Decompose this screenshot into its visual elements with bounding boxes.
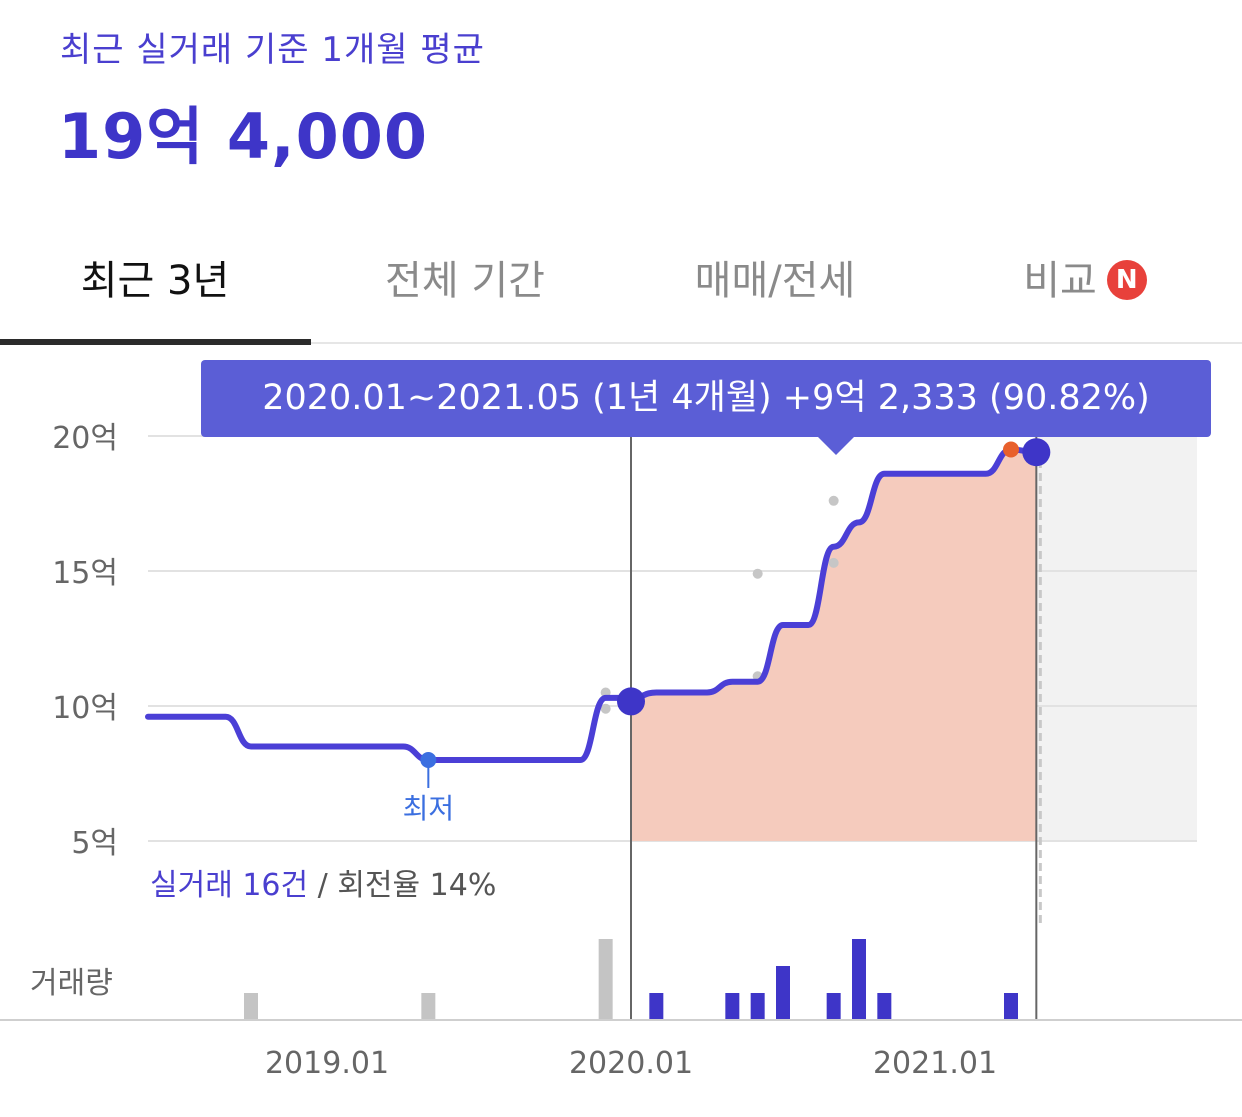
y-tick-label: 10억 bbox=[52, 691, 118, 726]
tab-recent-3-years[interactable]: 최근 3년 bbox=[0, 248, 310, 306]
volume-bar bbox=[598, 939, 613, 1020]
transaction-summary: 실거래 16건 / 회전율 14% bbox=[150, 860, 496, 904]
transaction-point bbox=[600, 703, 611, 714]
tab-label: 비교 bbox=[1023, 258, 1097, 304]
tab-all-period[interactable]: 전체 기간 bbox=[310, 248, 620, 306]
x-tick-label: 2021.01 bbox=[873, 1046, 997, 1081]
y-tick-label: 15억 bbox=[52, 556, 118, 591]
tooltip-pointer bbox=[818, 437, 854, 455]
tab-sale-lease[interactable]: 매매/전세 bbox=[620, 248, 930, 306]
volume-bar bbox=[877, 993, 892, 1020]
transaction-points bbox=[600, 495, 839, 714]
volume-bar bbox=[1004, 993, 1018, 1020]
period-tabs: 최근 3년 전체 기간 매매/전세 비교 N bbox=[0, 230, 1242, 345]
range-change-tooltip: 2020.01~2021.05 (1년 4개월) +9억 2,333 (90.8… bbox=[201, 360, 1211, 437]
selection-area bbox=[631, 449, 1037, 841]
average-price: 19억 4,000 bbox=[58, 100, 429, 173]
transaction-point bbox=[828, 557, 839, 568]
new-badge: N bbox=[1106, 260, 1147, 300]
summary-separator: / bbox=[308, 868, 338, 903]
volume-bar bbox=[421, 993, 436, 1020]
volume-bar bbox=[852, 939, 866, 1020]
volume-bar bbox=[776, 966, 790, 1020]
lowest-marker-dot bbox=[420, 752, 437, 768]
price-chart[interactable]: 20억 15억 10억 5억 최저 2019.01 2020.01 2021.01 bbox=[0, 340, 1242, 1117]
volume-bar bbox=[649, 993, 664, 1020]
volume-bar bbox=[826, 993, 841, 1020]
price-line bbox=[145, 446, 1040, 764]
y-tick-label: 5억 bbox=[71, 826, 118, 861]
volume-bar bbox=[244, 993, 258, 1020]
peak-price-marker bbox=[1003, 441, 1019, 458]
turnover-rate: 회전율 14% bbox=[337, 868, 497, 903]
tab-label: 전체 기간 bbox=[385, 258, 545, 304]
lowest-price-marker: 최저 bbox=[403, 752, 455, 825]
unselected-range-shade bbox=[1034, 436, 1197, 841]
tab-compare[interactable]: 비교 N bbox=[930, 248, 1240, 306]
volume-bar bbox=[750, 993, 765, 1020]
volume-bar bbox=[725, 993, 740, 1020]
active-tab-indicator bbox=[0, 339, 311, 345]
lowest-marker-label: 최저 bbox=[403, 792, 455, 825]
y-tick-label: 20억 bbox=[52, 421, 118, 456]
tab-label: 최근 3년 bbox=[80, 258, 230, 304]
chart-subtitle: 최근 실거래 기준 1개월 평균 bbox=[60, 30, 485, 70]
y-axis-labels: 20억 15억 10억 5억 bbox=[52, 421, 118, 861]
x-tick-label: 2020.01 bbox=[569, 1046, 693, 1081]
x-tick-label: 2019.01 bbox=[265, 1046, 389, 1081]
selection-end-handle[interactable] bbox=[1022, 438, 1051, 467]
volume-label: 거래량 bbox=[30, 966, 113, 1001]
transaction-point bbox=[752, 568, 763, 579]
selection-start-handle[interactable] bbox=[617, 687, 645, 716]
transaction-count: 실거래 16건 bbox=[150, 868, 309, 903]
x-axis-labels: 2019.01 2020.01 2021.01 bbox=[265, 1046, 997, 1081]
transaction-point bbox=[828, 495, 839, 506]
volume-bars bbox=[244, 939, 1018, 1020]
tab-label: 매매/전세 bbox=[694, 258, 856, 304]
